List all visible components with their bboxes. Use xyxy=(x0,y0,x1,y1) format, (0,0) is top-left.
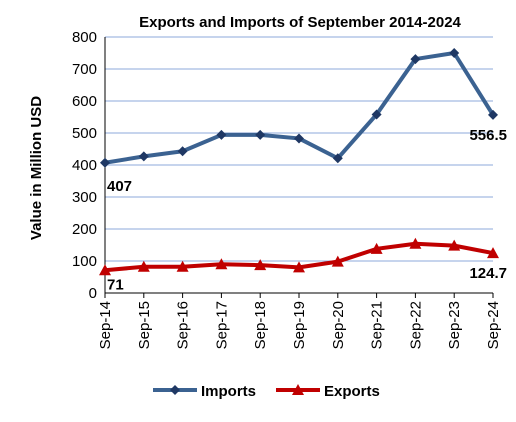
axes xyxy=(104,37,494,298)
x-tick-label: Sep-17 xyxy=(213,301,230,349)
y-tick-label: 600 xyxy=(72,93,97,110)
x-tick-label: Sep-15 xyxy=(136,301,153,349)
x-tick-label: Sep-18 xyxy=(252,301,269,349)
data-point-exports xyxy=(215,258,228,270)
x-tick-label: Sep-22 xyxy=(407,301,424,349)
data-point-exports xyxy=(487,247,499,259)
legend: Imports Exports xyxy=(153,383,380,400)
legend-label-exports: Exports xyxy=(324,383,380,400)
x-tick-label: Sep-23 xyxy=(446,301,463,349)
y-tick-label: 200 xyxy=(72,221,97,238)
y-tick-label: 700 xyxy=(72,61,97,78)
y-tick-label: 500 xyxy=(72,125,97,142)
data-point-imports xyxy=(216,129,227,140)
data-point-imports xyxy=(410,54,421,65)
legend-label-imports: Imports xyxy=(201,383,256,400)
y-tick-label: 300 xyxy=(72,189,97,206)
data-point-imports xyxy=(294,133,304,144)
data-point-imports xyxy=(100,157,110,168)
legend-marker xyxy=(170,385,180,395)
series-group xyxy=(99,48,499,276)
x-tick-label: Sep-16 xyxy=(175,301,192,349)
legend-marker xyxy=(292,384,304,395)
data-point-imports xyxy=(332,153,343,164)
data-point-imports xyxy=(177,146,188,157)
data-label: 71 xyxy=(107,276,124,293)
y-tick-label: 800 xyxy=(72,29,97,46)
data-label: 407 xyxy=(107,178,132,195)
data-point-exports xyxy=(99,264,111,276)
data-point-exports xyxy=(137,260,150,272)
data-point-exports xyxy=(331,255,344,267)
data-point-exports xyxy=(254,259,267,271)
x-tick-label: Sep-24 xyxy=(485,301,502,349)
y-tick-label: 100 xyxy=(72,253,97,270)
x-tick-label: Sep-20 xyxy=(330,301,347,349)
data-point-exports xyxy=(293,261,305,273)
data-point-exports xyxy=(370,242,383,254)
data-point-imports xyxy=(371,109,382,120)
x-tick-labels: Sep-14 Sep-15 Sep-16 Sep-17 Sep-18 Sep-19 Sep-… xyxy=(97,301,502,349)
y-tick-labels: 0 100 200 300 400 500 600 700 800 xyxy=(72,29,97,302)
x-tick-label: Sep-19 xyxy=(291,301,308,349)
y-tick-label: 400 xyxy=(72,157,97,174)
data-point-exports xyxy=(448,239,461,251)
gridlines xyxy=(105,36,493,262)
chart-title: Exports and Imports of September 2014-20… xyxy=(139,14,461,31)
y-tick-label: 0 xyxy=(89,285,97,302)
data-point-exports xyxy=(176,260,189,272)
data-point-imports xyxy=(138,151,149,162)
data-label: 124.7 xyxy=(469,265,507,282)
data-label: 556.5 xyxy=(469,127,507,144)
data-point-imports xyxy=(488,109,498,120)
data-point-exports xyxy=(409,237,422,249)
y-axis-label: Value in Million USD xyxy=(28,96,45,240)
x-tick-label: Sep-21 xyxy=(369,301,386,349)
data-point-imports xyxy=(449,48,460,58)
data-point-imports xyxy=(255,129,266,140)
data-labels: 407 556.5 71 124.7 xyxy=(107,127,507,293)
x-tick-label: Sep-14 xyxy=(97,301,114,349)
